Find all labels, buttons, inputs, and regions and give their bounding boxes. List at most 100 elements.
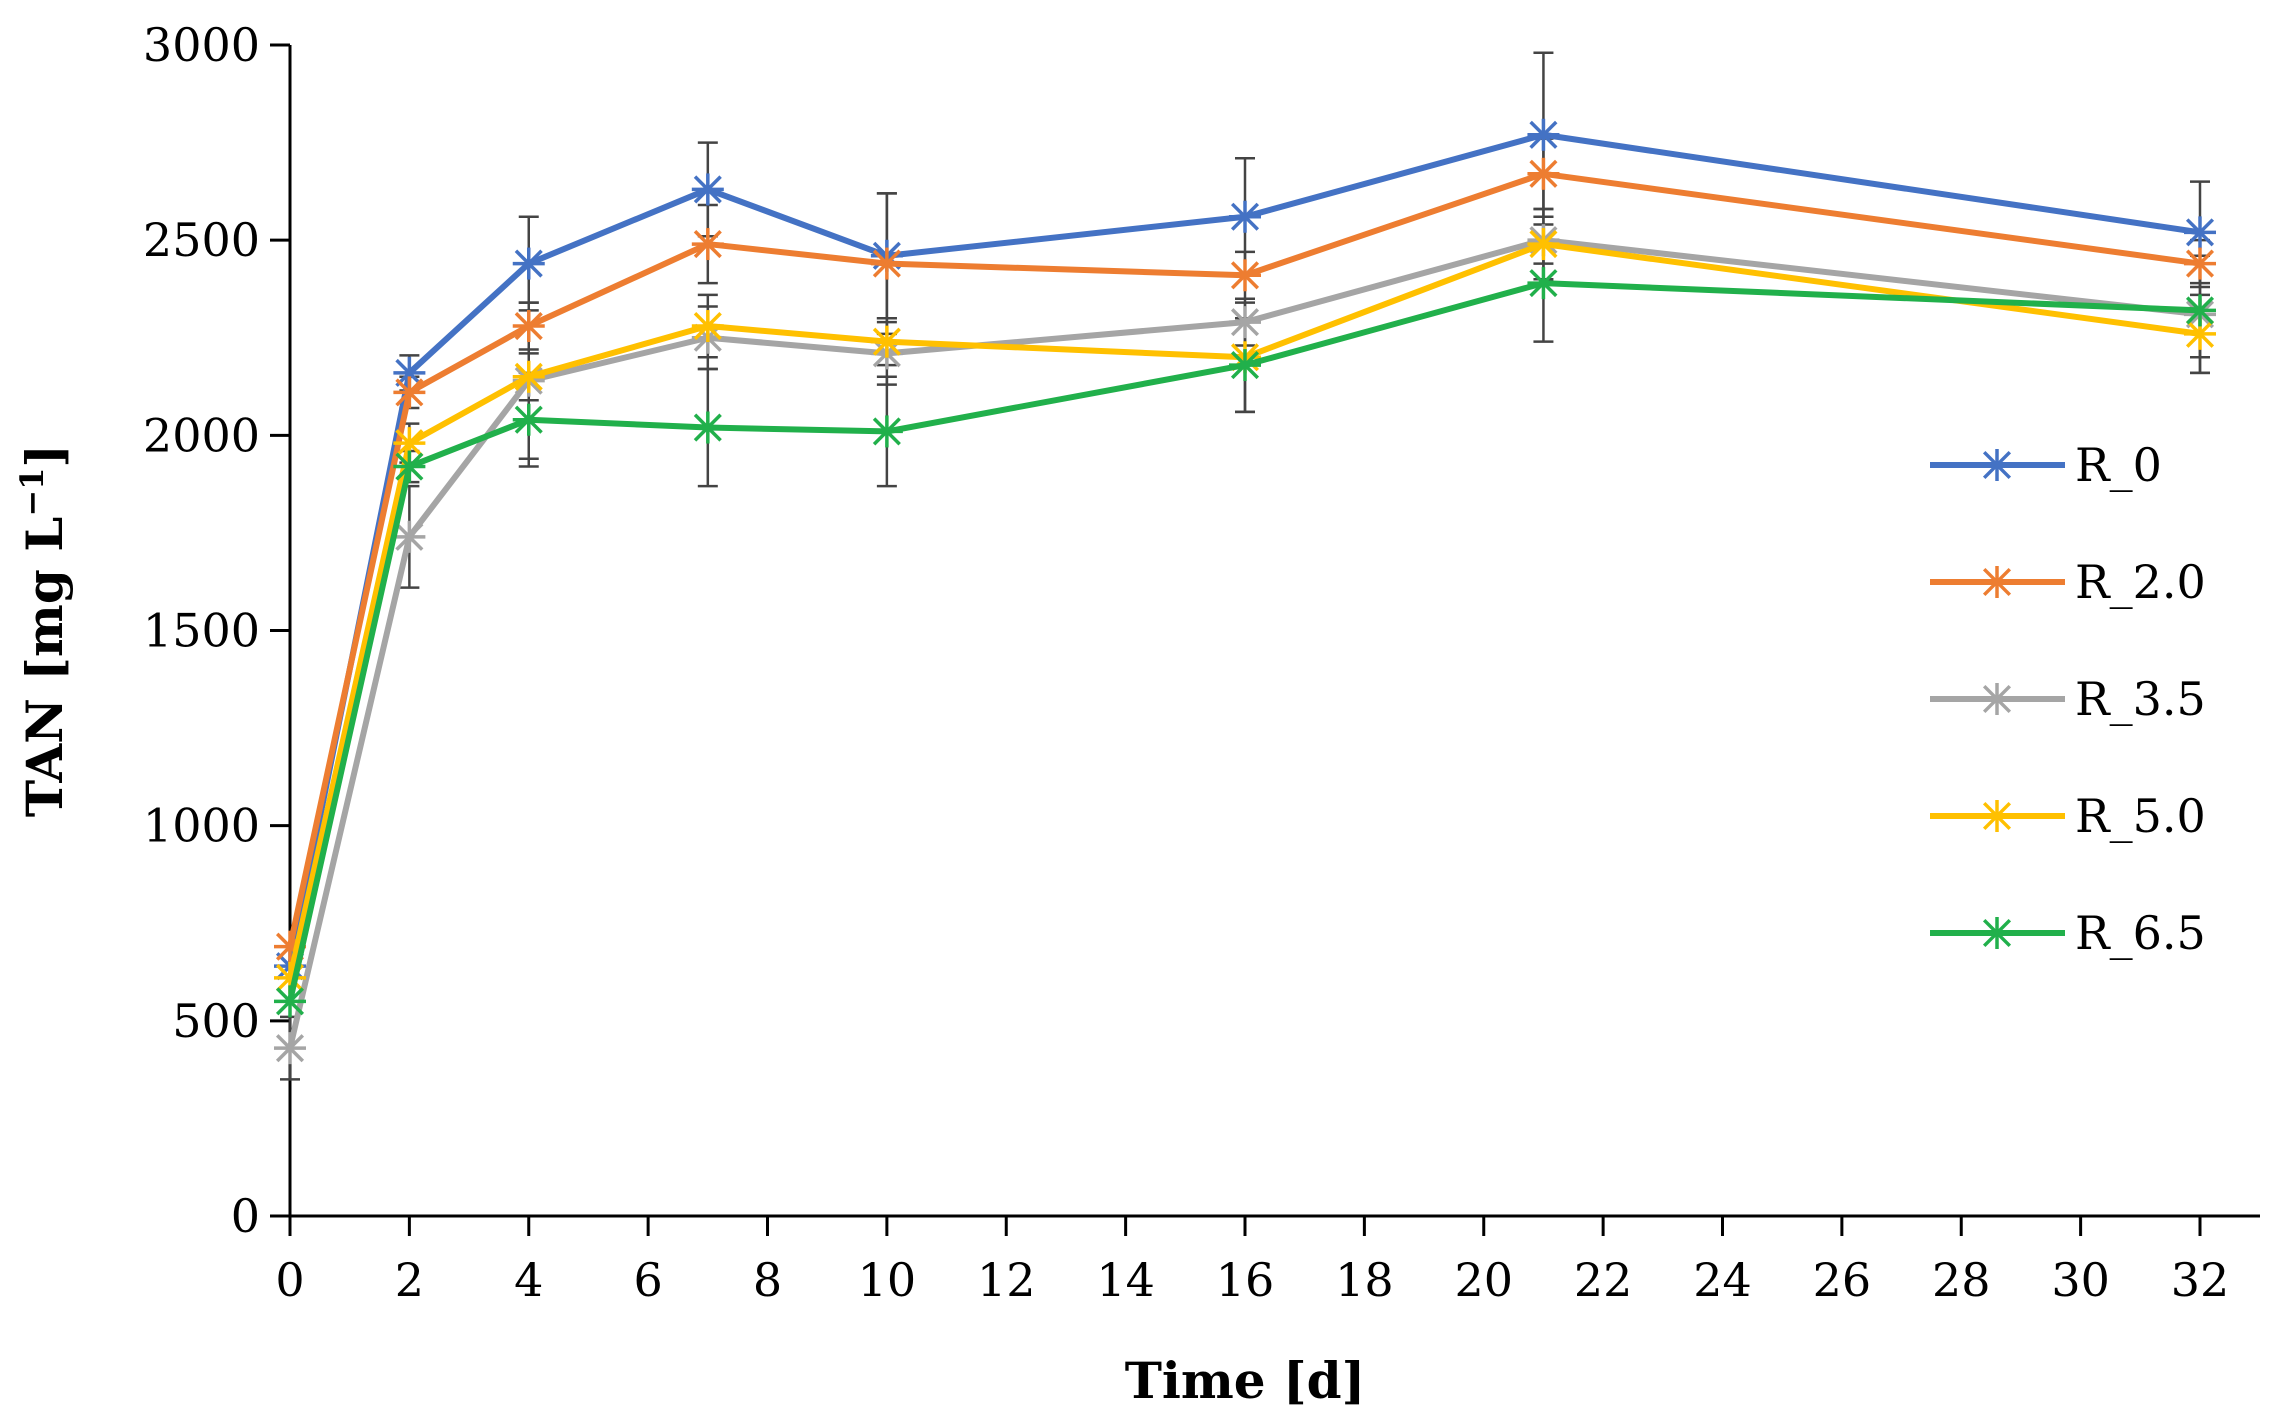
legend-item: R_3.5	[1930, 672, 2206, 726]
legend-item: R_2.0	[1930, 555, 2206, 609]
x-tick-label: 2	[395, 1253, 424, 1307]
series-line	[287, 131, 2201, 967]
x-tick-label: 22	[1574, 1253, 1633, 1307]
x-tick-label: 20	[1454, 1253, 1513, 1307]
legend-marker	[1981, 683, 2013, 715]
y-axis-title-close: ]	[15, 444, 74, 468]
legend-item: R_5.0	[1930, 789, 2206, 843]
data-point	[1229, 349, 1261, 382]
x-tick-label: 4	[514, 1253, 543, 1307]
data-point	[1527, 228, 1560, 261]
legend-label: R_0	[2075, 438, 2162, 492]
marker-stroke	[514, 312, 543, 341]
marker-stroke	[872, 417, 901, 446]
axes	[288, 45, 2260, 1218]
marker-stroke	[1230, 308, 1260, 337]
legend-item: R_6.5	[1930, 906, 2206, 960]
data-point	[2184, 216, 2216, 249]
data-point	[870, 247, 903, 280]
data-point	[393, 376, 426, 409]
marker-stroke	[1529, 269, 1558, 298]
data-point	[512, 310, 545, 343]
x-tick-label: 16	[1216, 1253, 1275, 1307]
series-line	[287, 241, 2201, 979]
marker-stroke	[514, 362, 543, 391]
legend: R_0 R_2.0 R_3.5 R_5.0 R_6.5	[1930, 438, 2206, 960]
marker-stroke	[693, 230, 722, 259]
x-tick-label: 32	[2171, 1253, 2230, 1307]
x-tick-label: 24	[1693, 1253, 1752, 1307]
data-point	[691, 228, 724, 261]
marker-stroke	[2185, 249, 2215, 278]
data-point	[393, 427, 426, 460]
data-point	[274, 1032, 306, 1065]
series-r-2-0	[274, 157, 2216, 963]
data-point	[512, 360, 545, 393]
x-tick-label: 30	[2051, 1253, 2110, 1307]
data-point	[1229, 306, 1261, 339]
marker-stroke	[872, 249, 901, 278]
marker-stroke	[395, 378, 424, 407]
y-tick-label: 2500	[143, 213, 260, 267]
x-tick-label: 10	[858, 1253, 917, 1307]
y-tick-label: 3000	[143, 18, 260, 72]
data-point	[1229, 259, 1261, 292]
data-point	[274, 985, 306, 1018]
legend-item: R_0	[1930, 438, 2162, 492]
x-axis-title: Time [d]	[1125, 1351, 1366, 1410]
data-point	[2184, 247, 2216, 280]
data-point	[512, 247, 545, 280]
y-tick-label: 0	[231, 1189, 260, 1243]
legend-marker	[1981, 800, 2013, 832]
marker-stroke	[1529, 230, 1558, 259]
data-point	[1527, 118, 1560, 151]
data-point	[691, 173, 724, 206]
x-tick-label: 8	[753, 1253, 782, 1307]
marker-stroke	[275, 1034, 305, 1063]
marker-stroke	[1982, 567, 2012, 597]
x-tick-label: 6	[633, 1253, 662, 1307]
series-r-5-0	[274, 228, 2216, 994]
data-point	[2184, 317, 2216, 350]
legend-label: R_5.0	[2075, 789, 2206, 843]
y-axis-title-superscript: −1	[13, 468, 51, 517]
y-tick-label: 2000	[143, 408, 260, 462]
y-tick-label: 1500	[143, 604, 260, 658]
data-point	[2184, 294, 2216, 327]
x-tick-label: 14	[1096, 1253, 1155, 1307]
marker-stroke	[2185, 319, 2215, 348]
marker-stroke	[514, 405, 543, 434]
series-line	[287, 170, 2201, 948]
legend-label: R_6.5	[2075, 906, 2206, 960]
y-tick-label: 1000	[143, 799, 260, 853]
marker-stroke	[693, 312, 722, 341]
marker-stroke	[1982, 801, 2012, 831]
data-point	[870, 325, 903, 358]
marker-stroke	[693, 175, 722, 204]
y-axis-title: TAN [mg L−1]	[13, 444, 74, 817]
marker-stroke	[1529, 159, 1558, 188]
data-point	[1527, 157, 1560, 190]
series-line	[287, 280, 2201, 1002]
legend-label: R_2.0	[2075, 555, 2206, 609]
data-point	[393, 520, 426, 553]
data-point	[870, 415, 903, 448]
marker-stroke	[1230, 261, 1260, 290]
legend-label: R_3.5	[2075, 672, 2206, 726]
series-line	[287, 237, 2201, 1049]
marker-stroke	[395, 429, 424, 458]
y-ticks: 0 500 1000 1500 2000 2500 3000	[143, 18, 290, 1243]
data-point	[512, 403, 545, 436]
x-tick-label: 18	[1335, 1253, 1394, 1307]
data-point	[1229, 200, 1261, 233]
marker-stroke	[1982, 684, 2012, 714]
marker-stroke	[1230, 351, 1260, 380]
marker-stroke	[275, 987, 305, 1016]
x-tick-label: 26	[1813, 1253, 1872, 1307]
data-point	[691, 411, 724, 444]
legend-marker	[1981, 917, 2013, 949]
y-axis-title-main: TAN [mg L	[15, 517, 74, 817]
series-group	[274, 118, 2216, 1065]
data-point	[1527, 267, 1560, 300]
